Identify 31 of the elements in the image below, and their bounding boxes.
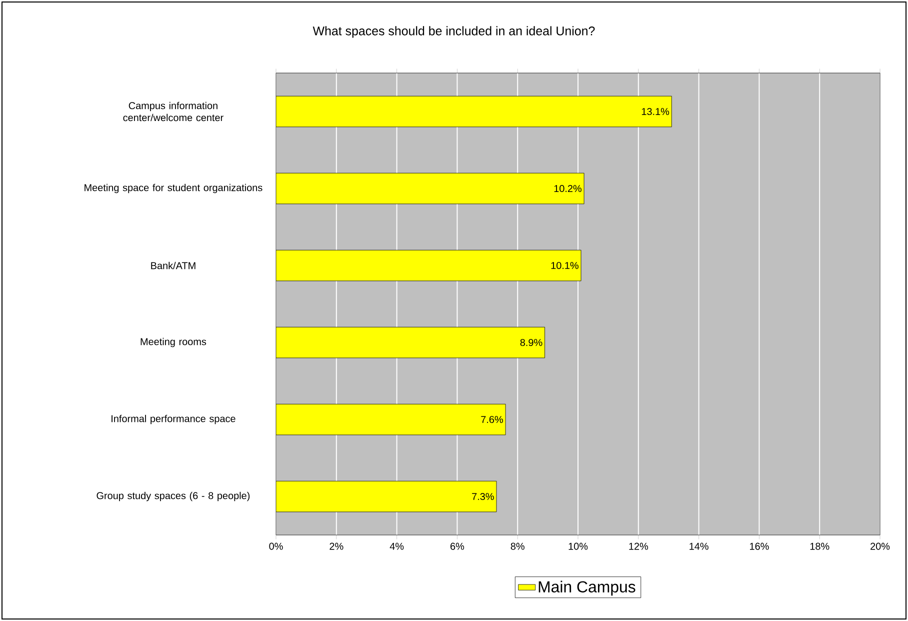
text: 10.1%: [551, 262, 578, 270]
legend-label: Main Campus: [538, 580, 636, 596]
x-tick-label: 10%: [568, 542, 588, 550]
text: 13.1%: [642, 108, 670, 116]
bar: [276, 480, 497, 512]
chart-title: What spaces should be included in an ideal Union?: [312, 26, 595, 38]
bar: [276, 404, 506, 436]
y-tick-label: Informal performance space: [112, 414, 236, 424]
text: 10.2%: [554, 184, 582, 192]
y-tick-label: Meeting rooms: [140, 338, 206, 348]
y-tick-label: Group study spaces (6 - 8 people): [96, 492, 250, 502]
x-tick-label: 16%: [750, 542, 769, 550]
text: 7.3%: [472, 492, 494, 500]
text: 8.9%: [520, 338, 542, 346]
bar: [276, 172, 584, 204]
y-tick-label: Campus information center/welcome center: [123, 102, 224, 122]
y-tick-label: Bank/ATM: [151, 262, 196, 270]
x-tick-label: 0%: [269, 542, 283, 550]
y-tick-label: Meeting space for student organizations: [84, 184, 262, 194]
x-tick-label: 4%: [390, 542, 404, 550]
x-tick-label: 18%: [810, 542, 830, 550]
x-tick-label: 8%: [510, 542, 524, 550]
x-tick-label: 12%: [629, 542, 648, 550]
bar: [276, 326, 545, 358]
x-tick-label: 6%: [450, 542, 464, 550]
x-tick-label: 20%: [870, 542, 890, 550]
bar: [276, 96, 672, 128]
x-tick-label: 14%: [690, 542, 708, 550]
text: 7.6%: [481, 416, 503, 424]
x-tick-label: 2%: [330, 542, 344, 550]
bar: [276, 250, 582, 282]
